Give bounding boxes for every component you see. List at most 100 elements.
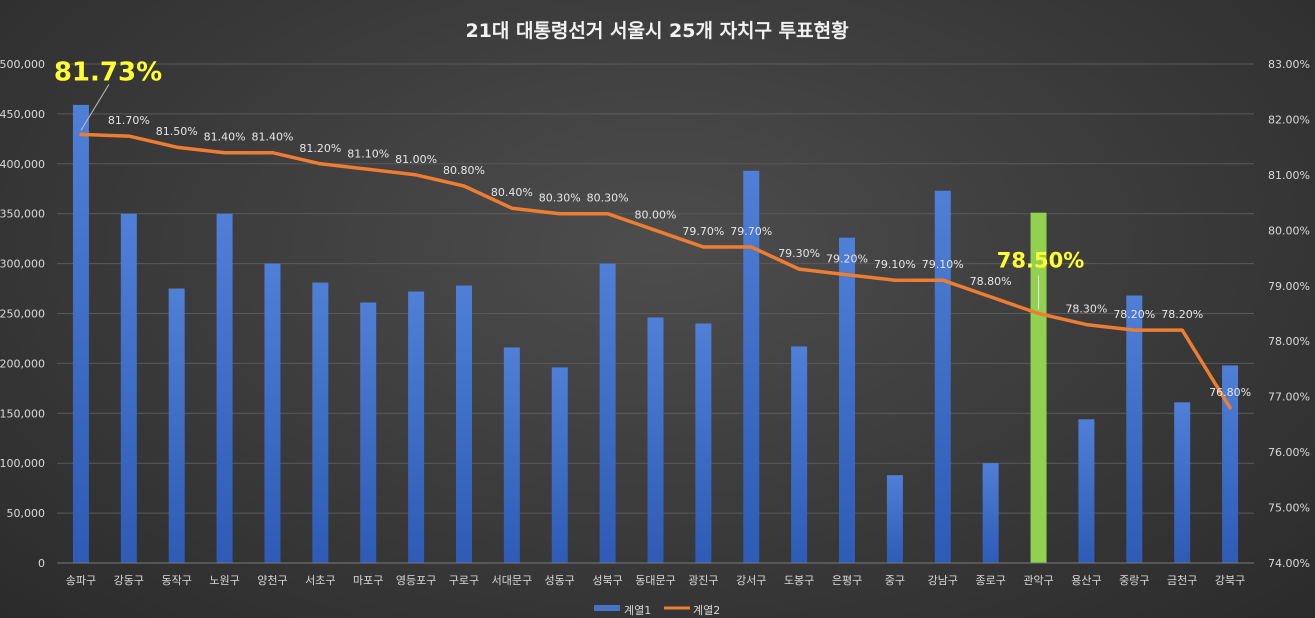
bar [264,263,281,563]
legend-swatch-bar [594,605,620,611]
y-right-tick-label: 82.00% [1268,113,1310,126]
line-data-label: 80.30% [539,192,581,205]
bar [312,282,329,563]
bar [647,317,664,563]
bar [1222,365,1239,563]
line-data-label: 78.80% [970,275,1012,288]
line-series [79,132,1232,410]
legend-label: 계열1 [624,604,651,617]
y-right-tick-label: 80.00% [1268,224,1310,237]
x-tick-label: 중랑구 [1119,574,1149,587]
x-tick-label: 용산구 [1071,574,1101,587]
bar [455,285,472,563]
x-tick-label: 강동구 [114,574,144,587]
x-tick-label: 도봉구 [784,574,814,587]
line-data-label: 80.30% [587,192,629,205]
line-data-label: 78.20% [1161,308,1203,321]
bar [360,302,377,563]
y-right-tick-label: 74.00% [1268,557,1310,570]
callout-label: 78.50% [997,249,1084,273]
series-line [79,132,1232,410]
line-data-label: 79.20% [826,253,868,266]
x-tick-label: 서대문구 [492,574,532,587]
line-data-label: 78.20% [1113,308,1155,321]
y-left-tick-label: 0 [38,557,45,570]
line-data-label: 81.40% [251,131,293,144]
bar [168,288,185,563]
line-data-label: 79.10% [874,258,916,271]
line-data-label: 80.40% [491,186,533,199]
line-data-label: 79.70% [682,225,724,238]
bar [551,367,568,563]
x-tick-label: 강서구 [736,574,766,587]
bar [599,263,616,563]
line-data-label: 81.50% [156,125,198,138]
line-data-label: 79.10% [922,258,964,271]
bar [1174,402,1191,563]
bar [408,291,425,563]
line-data-label: 81.70% [108,114,150,127]
y-left-tick-label: 350,000 [0,208,45,221]
bar [695,323,712,563]
bar [120,213,137,563]
x-tick-label: 양천구 [257,573,287,587]
x-tick-label: 영등포구 [396,574,436,587]
bar [839,237,856,564]
x-tick-label: 노원구 [209,574,239,587]
bar [791,346,808,563]
y-left-tick-label: 150,000 [0,407,45,420]
legend: 계열1 계열2 [594,604,720,617]
bar [886,475,903,563]
line-data-label: 80.00% [635,208,677,221]
y-right-tick-label: 75.00% [1268,502,1310,515]
x-tick-label: 은평구 [832,574,862,587]
y-left-tick-label: 300,000 [0,258,45,271]
line-data-label: 81.40% [204,131,246,144]
y-left-tick-label: 500,000 [0,58,45,71]
x-tick-label: 성동구 [545,574,575,587]
x-tick-label: 송파구 [66,574,96,587]
x-tick-label: 동작구 [162,574,192,587]
line-data-label: 81.10% [347,147,389,160]
y-left-tick-label: 250,000 [0,308,45,321]
y-right-tick-label: 76.00% [1268,446,1310,459]
x-tick-label: 금천구 [1167,573,1197,587]
data-labels: 81.70% 81.50% 81.40% 81.40% 81.20% 81.10% 81.0… [54,57,1251,398]
bar [1126,295,1143,563]
y-right-tick-label: 83.00% [1268,58,1310,71]
y-left-tick-label: 450,000 [0,108,45,121]
bar [1078,419,1095,563]
bar [743,170,760,563]
y-right-tick-label: 79.00% [1268,280,1310,293]
bar [982,463,999,563]
y-left-tick-label: 50,000 [7,507,46,520]
callout-label: 81.73% [54,57,162,87]
x-tick-label: 강북구 [1215,574,1245,587]
bar-highlight [1030,212,1047,563]
y-left-tick-label: 200,000 [0,357,45,370]
line-data-label: 80.80% [443,164,485,177]
y-right-tick-label: 78.00% [1268,335,1310,348]
y-right-tick-label: 81.00% [1268,169,1310,182]
bar [934,190,951,563]
chart-title: 21대 대통령선거 서울시 25개 자치구 투표현황 [465,19,849,42]
bars [72,104,1239,564]
x-tick-label: 동대문구 [635,574,675,587]
x-tick-label: 성북구 [592,574,622,587]
x-tick-label: 서초구 [305,574,335,587]
callout-leader-line [80,84,110,131]
x-tick-label: 구로구 [449,574,479,587]
line-data-label: 81.20% [299,142,341,155]
x-tick-label: 관악구 [1023,574,1053,587]
legend-label: 계열2 [693,604,720,617]
bar [503,347,520,563]
bar [216,213,233,563]
x-tick-label: 강남구 [928,574,958,587]
x-tick-label: 중구 [885,574,905,587]
y-left-tick-label: 400,000 [0,158,45,171]
line-data-label: 81.00% [395,153,437,166]
x-tick-label: 광진구 [688,574,718,587]
line-data-label: 79.30% [778,247,820,260]
y-left-tick-label: 100,000 [0,457,45,470]
